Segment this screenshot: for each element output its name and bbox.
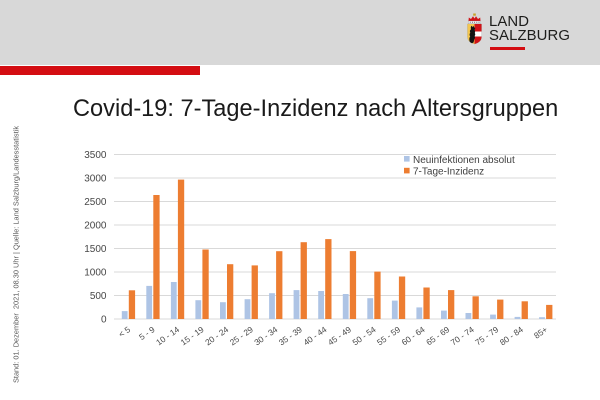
- svg-text:20 - 24: 20 - 24: [203, 324, 230, 347]
- svg-text:500: 500: [90, 291, 107, 302]
- svg-text:3000: 3000: [84, 174, 107, 185]
- svg-text:1500: 1500: [84, 244, 107, 255]
- svg-text:10 - 14: 10 - 14: [154, 324, 181, 347]
- svg-text:70 - 74: 70 - 74: [449, 324, 476, 347]
- svg-text:65 - 69: 65 - 69: [424, 324, 451, 347]
- svg-text:50 - 54: 50 - 54: [350, 324, 377, 347]
- svg-text:40 - 44: 40 - 44: [301, 324, 328, 347]
- svg-text:35 - 39: 35 - 39: [277, 324, 304, 347]
- svg-text:7-Tage-Inzidenz: 7-Tage-Inzidenz: [413, 167, 484, 178]
- svg-text:45 - 49: 45 - 49: [326, 324, 353, 347]
- svg-text:2000: 2000: [84, 221, 107, 232]
- svg-text:25 - 29: 25 - 29: [228, 324, 255, 347]
- svg-text:0: 0: [101, 315, 107, 326]
- svg-text:3500: 3500: [84, 150, 107, 161]
- svg-text:85+: 85+: [532, 324, 549, 340]
- svg-text:Neuinfektionen absolut: Neuinfektionen absolut: [413, 155, 515, 166]
- svg-text:30 - 34: 30 - 34: [252, 324, 279, 347]
- svg-text:2500: 2500: [84, 197, 107, 208]
- svg-text:< 5: < 5: [117, 324, 133, 339]
- svg-text:80 - 84: 80 - 84: [498, 324, 525, 347]
- svg-text:15 - 19: 15 - 19: [179, 324, 206, 347]
- svg-text:1000: 1000: [84, 268, 107, 279]
- svg-text:60 - 64: 60 - 64: [400, 324, 427, 347]
- svg-text:75 - 79: 75 - 79: [473, 324, 500, 347]
- svg-text:55 - 59: 55 - 59: [375, 324, 402, 347]
